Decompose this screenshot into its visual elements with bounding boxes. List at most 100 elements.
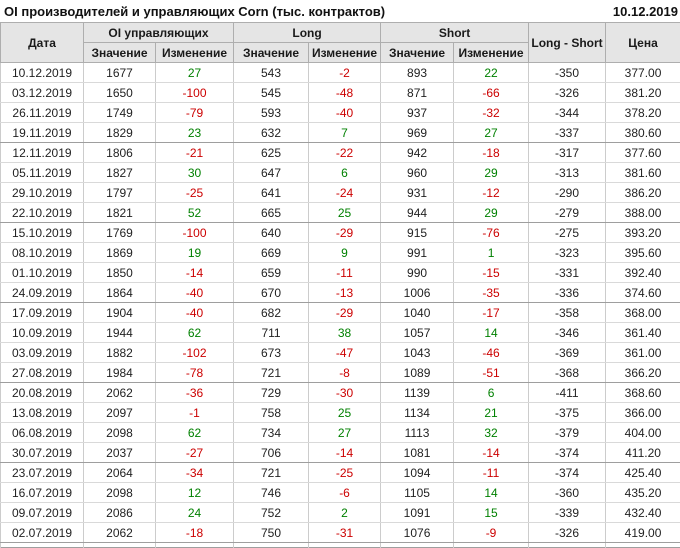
- cell-oi: 2097: [83, 402, 156, 423]
- cell-date: 10.12.2019: [0, 62, 84, 83]
- cell-long-chg: -29: [308, 222, 382, 243]
- cell-long: 593: [233, 102, 310, 123]
- cell-oi: 1677: [83, 62, 156, 83]
- table-row: 01.10.2019 1850 -14 659 -11 990 -15 -331 392.40: [0, 262, 680, 283]
- cell-oi-chg: -27: [154, 442, 235, 463]
- cell-oi: 1769: [83, 222, 156, 243]
- cell-oi-chg: -100: [154, 222, 235, 243]
- cell-date: 05.11.2019: [0, 162, 84, 183]
- cell-price: 377.60: [605, 142, 680, 163]
- cell-date: 10.09.2019: [0, 322, 84, 343]
- cell-short-chg: 29: [453, 162, 530, 183]
- cell-long-chg: -48: [308, 82, 382, 103]
- table-row: 06.08.2019 2098 62 734 27 1113 32 -379 404.00: [0, 422, 680, 443]
- table-row: 03.09.2019 1882 -102 673 -47 1043 -46 -369 361.0…: [0, 342, 680, 363]
- cell-long: 682: [233, 302, 310, 323]
- table-row: 26.11.2019 1749 -79 593 -40 937 -32 -344 378.20: [0, 102, 680, 123]
- cell-short: 1134: [380, 402, 455, 423]
- cell-oi: 1864: [83, 282, 156, 303]
- cell-long: 640: [233, 222, 310, 243]
- cell-long: 659: [233, 262, 310, 283]
- cell-short-chg: 14: [453, 322, 530, 343]
- cell-long-short: -323: [528, 242, 607, 263]
- cell-short: 1139: [380, 382, 455, 403]
- cell-oi-chg: 12: [154, 482, 235, 503]
- table-row: 12.11.2019 1806 -21 625 -22 942 -18 -317 377.60: [0, 142, 680, 163]
- cell-short: 937: [380, 102, 455, 123]
- cell-oi-chg: 62: [154, 422, 235, 443]
- cell-price: 361.40: [605, 322, 680, 343]
- table-row: 10.12.2019 1677 27 543 -2 893 22 -350 377.00: [0, 62, 680, 83]
- cell-date: 08.10.2019: [0, 242, 84, 263]
- cell-long-short: -336: [528, 282, 607, 303]
- cell-date: 20.08.2019: [0, 382, 84, 403]
- cell-date: 06.08.2019: [0, 422, 84, 443]
- cell-long: 673: [233, 342, 310, 363]
- cell-short: 1043: [380, 342, 455, 363]
- cell-price: 432.40: [605, 502, 680, 523]
- cell-short-chg: -76: [453, 222, 530, 243]
- cell-oi-chg: 30: [154, 162, 235, 183]
- cell-price: 395.60: [605, 242, 680, 263]
- cell-oi-chg: -34: [154, 462, 235, 483]
- cell-long-short: -313: [528, 162, 607, 183]
- cell-price: 368.00: [605, 302, 680, 323]
- cell-long-short: -346: [528, 322, 607, 343]
- table-row: 27.08.2019 1984 -78 721 -8 1089 -51 -368 366.20: [0, 362, 680, 383]
- cell-oi-chg: -40: [154, 302, 235, 323]
- cell-short: 871: [380, 82, 455, 103]
- table-row: 05.11.2019 1827 30 647 6 960 29 -313 381.60: [0, 162, 680, 183]
- cell-oi: 2062: [83, 522, 156, 543]
- cell-oi-chg: 52: [154, 202, 235, 223]
- cell-long-chg: -22: [308, 142, 382, 163]
- cell-date: 03.09.2019: [0, 342, 84, 363]
- cell-long: 758: [233, 402, 310, 423]
- table-row: 23.07.2019 2064 -34 721 -25 1094 -11 -374 425.40: [0, 462, 680, 483]
- cell-long-chg: -30: [308, 382, 382, 403]
- col-header-price: Цена: [605, 22, 680, 63]
- cell-oi: 1797: [83, 182, 156, 203]
- cell-short-chg: 14: [453, 482, 530, 503]
- cell-long: 647: [233, 162, 310, 183]
- cell-long: 625: [233, 142, 310, 163]
- cell-long-short: -368: [528, 362, 607, 383]
- cell-short: 1091: [380, 502, 455, 523]
- cell-short: 991: [380, 242, 455, 263]
- cell-oi: 2098: [83, 422, 156, 443]
- cell-short-chg: -46: [453, 342, 530, 363]
- cell-date: 27.08.2019: [0, 362, 84, 383]
- cell-short: 915: [380, 222, 455, 243]
- cell-date: 09.07.2019: [0, 502, 84, 523]
- cell-price: 380.60: [605, 122, 680, 143]
- cell-short-chg: -18: [453, 142, 530, 163]
- cell-long: 752: [233, 502, 310, 523]
- table-row: 17.09.2019 1904 -40 682 -29 1040 -17 -358 368.00: [0, 302, 680, 323]
- cell-long-chg: -25: [308, 462, 382, 483]
- cell-price: 393.20: [605, 222, 680, 243]
- cell-empty: [605, 542, 680, 548]
- cell-long-chg: 7: [308, 122, 382, 143]
- cell-short-chg: 1: [453, 242, 530, 263]
- cell-long-chg: -31: [308, 522, 382, 543]
- cell-short: 1081: [380, 442, 455, 463]
- cell-long-chg: -2: [308, 62, 382, 83]
- cell-oi: 1904: [83, 302, 156, 323]
- cell-long-chg: -11: [308, 262, 382, 283]
- cell-date: 24.09.2019: [0, 282, 84, 303]
- cell-empty: [308, 542, 382, 548]
- cell-date: 01.10.2019: [0, 262, 84, 283]
- cell-short-chg: -11: [453, 462, 530, 483]
- cell-short: 1105: [380, 482, 455, 503]
- cell-long-short: -339: [528, 502, 607, 523]
- cell-short-chg: 27: [453, 122, 530, 143]
- cell-oi: 1850: [83, 262, 156, 283]
- cell-price: 377.00: [605, 62, 680, 83]
- cell-long-chg: -24: [308, 182, 382, 203]
- cell-oi: 2062: [83, 382, 156, 403]
- cell-long-chg: -6: [308, 482, 382, 503]
- cell-oi: 2098: [83, 482, 156, 503]
- col-header-long-change: Изменение: [308, 42, 382, 63]
- table-row: 13.08.2019 2097 -1 758 25 1134 21 -375 366.00: [0, 402, 680, 423]
- cell-short-chg: 29: [453, 202, 530, 223]
- cell-long-chg: 9: [308, 242, 382, 263]
